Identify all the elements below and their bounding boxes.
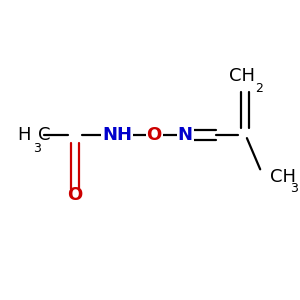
Text: C: C xyxy=(38,126,50,144)
Text: N: N xyxy=(178,126,193,144)
Text: 2: 2 xyxy=(255,82,263,95)
Text: O: O xyxy=(67,186,83,204)
Text: 3: 3 xyxy=(33,142,41,155)
Text: O: O xyxy=(146,126,162,144)
Text: H: H xyxy=(18,126,31,144)
Text: CH: CH xyxy=(229,67,255,85)
Text: 3: 3 xyxy=(290,182,298,195)
Text: CH: CH xyxy=(270,168,296,186)
Text: NH: NH xyxy=(102,126,132,144)
